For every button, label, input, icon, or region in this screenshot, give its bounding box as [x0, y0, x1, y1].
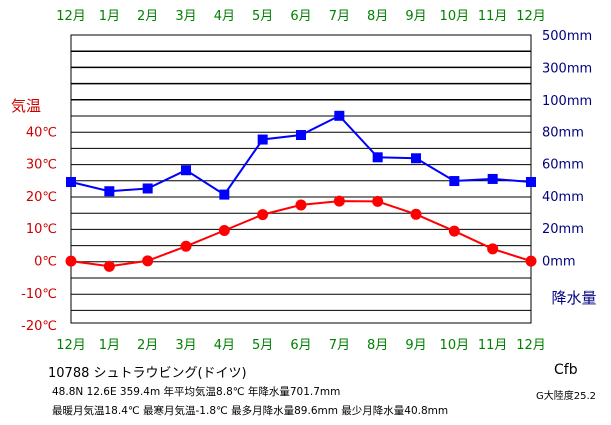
precipitation-point — [219, 189, 230, 200]
month-label-top: 7月 — [329, 9, 350, 24]
month-label-bottom: 3月 — [175, 338, 196, 353]
month-label-bottom: 5月 — [252, 338, 273, 353]
temperature-tick-label: -20℃ — [21, 319, 57, 334]
precipitation-point — [104, 186, 115, 197]
month-labels-top: 12月 1月 2月 3月 4月 5月 6月 7月 8月 9月 10月 11月 12月 — [56, 9, 546, 24]
month-label-bottom: 9月 — [405, 338, 426, 353]
month-label-bottom: 4月 — [214, 338, 235, 353]
precipitation-point — [296, 130, 306, 141]
continentality-index: G大陸度25.2 — [536, 391, 597, 402]
month-label-bottom: 7月 — [329, 338, 350, 353]
temperature-tick-label: 0℃ — [34, 255, 57, 270]
precipitation-point — [334, 110, 345, 121]
precipitation-tick-label: 500mm — [542, 29, 592, 44]
temperature-point — [487, 243, 499, 255]
month-label-top: 6月 — [290, 9, 311, 24]
temperature-point — [65, 255, 77, 267]
temperature-point — [525, 255, 537, 267]
station-stats-line1: 48.8N 12.6E 359.4m 年平均気温8.8℃ 年降水量701.7mm — [52, 386, 341, 398]
precipitation-tick-label: 40mm — [542, 190, 584, 205]
plot-frame — [70, 34, 532, 324]
month-label-top: 9月 — [405, 9, 426, 24]
temperature-tick-label: 20℃ — [26, 190, 57, 205]
temperature-point — [218, 224, 230, 236]
month-label-bottom: 8月 — [367, 338, 388, 353]
month-label-bottom: 10月 — [440, 338, 470, 353]
month-label-top: 5月 — [252, 9, 273, 24]
precipitation-tick-label: 300mm — [542, 61, 592, 76]
month-label-bottom: 12月 — [516, 338, 546, 353]
temperature-axis-label: 気温 — [11, 97, 41, 115]
chart-series — [65, 110, 537, 272]
temperature-point — [410, 208, 422, 220]
precipitation-tick-label: 20mm — [542, 222, 584, 237]
month-label-bottom: 6月 — [290, 338, 311, 353]
precipitation-axis-label: 降水量 — [551, 289, 596, 307]
precipitation-line — [70, 114, 532, 196]
month-label-top: 4月 — [214, 9, 235, 24]
month-label-top: 12月 — [516, 9, 546, 24]
month-label-bottom: 11月 — [478, 338, 508, 353]
temperature-point — [142, 255, 154, 267]
precipitation-point — [142, 183, 153, 194]
temperature-point — [257, 209, 269, 221]
precipitation-point — [526, 177, 536, 188]
station-title: 10788 シュトラウビング(ドイツ) — [48, 366, 247, 381]
precipitation-point — [411, 153, 421, 164]
temperature-tick-label: 30℃ — [26, 158, 57, 173]
precipitation-tick-label: 100mm — [542, 94, 592, 109]
precipitation-point — [66, 177, 76, 188]
month-labels-bottom: 12月 1月 2月 3月 4月 5月 6月 7月 8月 9月 10月 11月 12月 — [56, 338, 546, 353]
precipitation-point — [449, 176, 460, 187]
month-label-bottom: 12月 — [56, 338, 86, 353]
temperature-point — [333, 195, 345, 207]
month-label-top: 2月 — [137, 9, 158, 24]
precipitation-tick-label: 0mm — [542, 255, 576, 270]
month-label-top: 3月 — [175, 9, 196, 24]
month-label-top: 11月 — [478, 9, 508, 24]
climate-code: Cfb — [554, 362, 578, 378]
month-label-bottom: 2月 — [137, 338, 158, 353]
temperature-tick-label: 10℃ — [26, 222, 57, 237]
month-label-bottom: 1月 — [99, 338, 120, 353]
temperature-line — [70, 200, 532, 268]
precipitation-point — [487, 173, 498, 184]
temperature-tick-label: -10℃ — [21, 287, 57, 302]
month-label-top: 12月 — [56, 9, 86, 24]
temperature-point — [180, 240, 192, 252]
precipitation-tick-label: 80mm — [542, 125, 584, 140]
temperature-point — [372, 195, 384, 207]
precipitation-point — [372, 152, 383, 163]
month-label-top: 1月 — [99, 9, 120, 24]
grid-lines — [70, 34, 532, 324]
month-label-top: 10月 — [440, 9, 470, 24]
temperature-point — [103, 260, 115, 272]
precipitation-axis-ticks: 500mm 300mm 100mm 80mm 60mm 40mm 20mm 0mm — [542, 29, 592, 270]
temperature-point — [448, 225, 460, 237]
month-label-top: 8月 — [367, 9, 388, 24]
temperature-tick-label: 40℃ — [26, 125, 57, 140]
temperature-point — [295, 199, 307, 211]
temperature-axis-ticks: 40℃ 30℃ 20℃ 10℃ 0℃ -10℃ -20℃ — [21, 125, 57, 334]
precipitation-tick-label: 60mm — [542, 158, 584, 173]
precipitation-point — [257, 134, 268, 145]
precipitation-point — [181, 165, 191, 176]
station-stats-line2: 最暖月気温18.4℃ 最寒月気温-1.8℃ 最多月降水量89.6mm 最少月降水… — [52, 405, 449, 417]
